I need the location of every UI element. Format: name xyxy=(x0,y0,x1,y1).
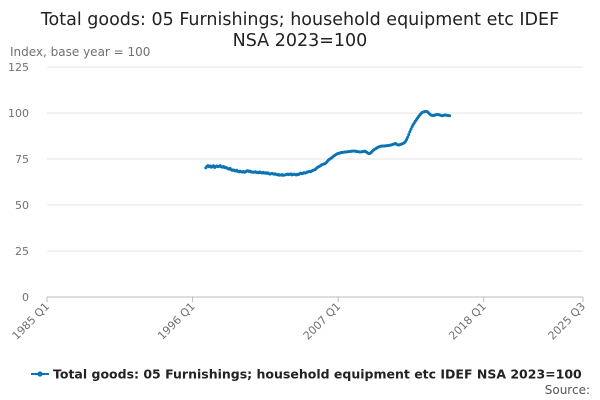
data-point[interactable] xyxy=(409,127,413,131)
y-tick-label: 125 xyxy=(8,61,29,74)
y-axis-label: Index, base year = 100 xyxy=(10,45,150,59)
legend-item-label: Total goods: 05 Furnishings; household e… xyxy=(53,367,582,382)
data-point[interactable] xyxy=(407,133,411,137)
series-layer xyxy=(204,110,452,177)
data-point[interactable] xyxy=(448,114,452,118)
y-tick-label: 25 xyxy=(15,245,29,258)
y-tick-label: 50 xyxy=(15,199,29,212)
data-point[interactable] xyxy=(405,138,409,142)
chart-title: Total goods: 05 Furnishings; household e… xyxy=(40,10,559,51)
data-point[interactable] xyxy=(406,135,410,139)
legend[interactable]: Total goods: 05 Furnishings; household e… xyxy=(31,367,582,382)
data-point[interactable] xyxy=(408,130,412,134)
x-tick-label: 1985 Q1 xyxy=(10,300,53,343)
x-axis-ticks: 1985 Q1 1996 Q1 2007 Q1 2018 Q1 2025 Q3 xyxy=(10,297,589,343)
source-label: Source: xyxy=(545,383,590,397)
gridlines xyxy=(47,66,583,298)
y-tick-label: 75 xyxy=(15,153,29,166)
series-line xyxy=(205,110,450,177)
y-axis-ticks: 0 25 50 75 100 125 xyxy=(8,61,29,304)
x-tick-label: 2025 Q3 xyxy=(546,300,589,343)
x-tick-label: 2007 Q1 xyxy=(301,300,344,343)
chart-title-line-2: NSA 2023=100 xyxy=(233,31,368,51)
y-tick-label: 100 xyxy=(8,107,29,120)
legend-swatch-marker xyxy=(37,371,43,377)
x-tick-label: 1996 Q1 xyxy=(155,300,198,343)
x-tick-label: 2018 Q1 xyxy=(446,300,489,343)
y-tick-label: 0 xyxy=(22,291,29,304)
chart-title-line-1: Total goods: 05 Furnishings; household e… xyxy=(40,10,559,30)
series-points xyxy=(204,110,452,177)
